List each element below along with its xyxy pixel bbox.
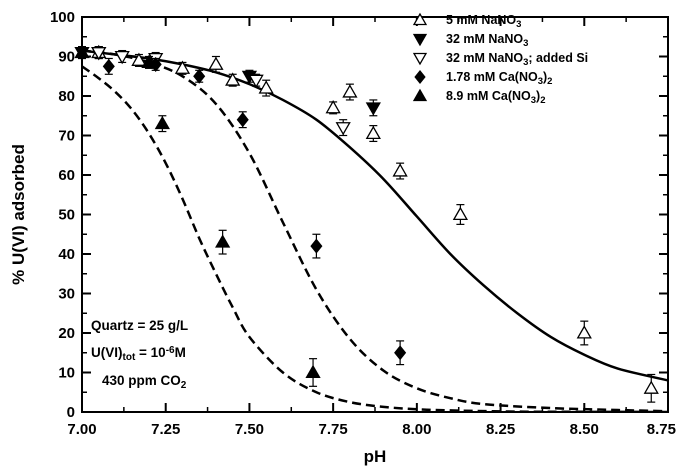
- legend-entry-1: 5 mM NaNO3: [412, 12, 521, 30]
- data-point: [225, 72, 241, 86]
- fit-curve-2: [82, 49, 668, 412]
- data-point: [102, 58, 115, 74]
- legend-marker: [412, 52, 428, 66]
- annotation-line-3: 430 ppm CO2: [102, 373, 187, 391]
- series-5: [74, 44, 321, 387]
- data-point: [365, 102, 381, 116]
- y-tick-label: 60: [58, 167, 75, 184]
- data-point: [342, 84, 358, 98]
- data-point: [452, 206, 469, 221]
- data-point: [576, 325, 592, 339]
- legend-entry-4: 1.78 mM Ca(NO3)2: [414, 69, 552, 87]
- legend-marker: [412, 33, 428, 47]
- x-tick-label: 8.25: [486, 421, 515, 438]
- legend-label: 5 mM NaNO3: [446, 13, 521, 30]
- y-tick-label: 50: [58, 207, 75, 224]
- x-axis-label: pH: [364, 447, 387, 466]
- legend-entry-3: 32 mM NaNO3; added Si: [412, 51, 588, 68]
- axes: 7.00 7.25 7.50 7.75 8.00 8.25 8.50 8.75 0 10 20 30 4…: [9, 9, 676, 466]
- fit-curves: [82, 49, 668, 412]
- fit-curve-1: [82, 49, 668, 382]
- y-tick-label: 90: [58, 49, 75, 66]
- x-tick-label: 7.25: [151, 421, 180, 438]
- legend-entry-5: 8.9 mM Ca(NO3)2: [412, 88, 546, 106]
- legend-label: 8.9 mM Ca(NO3)2: [446, 89, 546, 106]
- data-point: [325, 100, 341, 114]
- x-tick-label: 7.00: [67, 421, 96, 438]
- data-point: [131, 52, 147, 66]
- y-tick-label: 40: [58, 246, 75, 263]
- annotation: Quartz = 25 g/L U(VI)tot = 10-6M 430 ppm C…: [91, 318, 188, 391]
- y-tick-label: 100: [50, 9, 75, 26]
- legend-label: 32 mM NaNO3: [446, 32, 528, 49]
- x-tick-label: 7.50: [235, 421, 264, 438]
- data-point: [335, 122, 351, 136]
- data-point: [365, 125, 381, 140]
- x-tick-label: 7.75: [319, 421, 348, 438]
- x-tick-label: 8.75: [647, 421, 676, 438]
- data-point: [174, 60, 191, 74]
- data-point: [114, 50, 130, 65]
- data-point: [258, 80, 274, 94]
- annotation-line-1: Quartz = 25 g/L: [91, 318, 188, 333]
- series-3: [91, 46, 351, 137]
- fit-curve-3: [82, 65, 668, 412]
- x-tick-label: 8.50: [570, 421, 599, 438]
- data-point: [394, 345, 407, 361]
- legend: 5 mM NaNO3 32 mM NaNO3 32 mM NaNO3; added …: [412, 12, 588, 106]
- data-point: [310, 238, 323, 254]
- y-tick-label: 20: [58, 325, 75, 342]
- data-point: [236, 112, 249, 128]
- data-point: [305, 364, 321, 379]
- y-axis-label: % U(VI) adsorbed: [9, 144, 28, 285]
- data-point: [193, 68, 206, 84]
- legend-marker: [414, 69, 426, 85]
- y-tick-label: 80: [58, 88, 75, 105]
- data-point: [91, 47, 107, 61]
- data-point: [643, 380, 659, 394]
- data-point: [208, 56, 224, 70]
- data-point: [248, 74, 264, 89]
- data-point: [392, 163, 408, 177]
- legend-marker: [412, 88, 428, 102]
- data-point: [154, 115, 170, 130]
- x-tick-label: 8.00: [402, 421, 431, 438]
- annotation-line-2: U(VI)tot = 10-6M: [91, 345, 186, 364]
- series-1: [91, 44, 659, 403]
- y-tick-label: 0: [67, 404, 75, 421]
- y-tick-label: 70: [58, 128, 75, 145]
- legend-marker: [412, 12, 428, 26]
- y-tick-label: 10: [58, 365, 75, 382]
- legend-label: 32 mM NaNO3; added Si: [446, 51, 588, 68]
- data-point: [215, 234, 231, 248]
- data-point: [141, 54, 157, 68]
- legend-entry-2: 32 mM NaNO3: [412, 32, 528, 49]
- legend-label: 1.78 mM Ca(NO3)2: [446, 70, 552, 87]
- y-tick-label: 30: [58, 286, 75, 303]
